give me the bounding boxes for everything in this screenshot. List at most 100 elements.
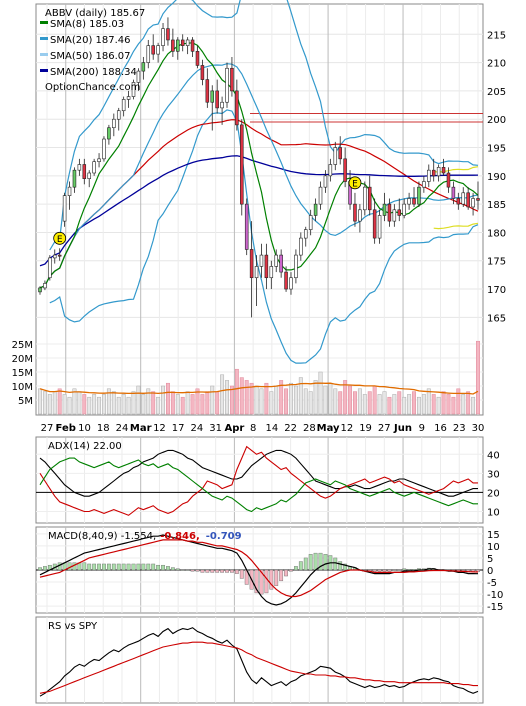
yellow-lower-band [433,222,479,230]
candle-body [67,186,72,196]
candle-body [363,186,367,211]
candle-body [422,181,426,188]
candle-body [377,215,382,239]
volume-tick-label: 10M [12,382,33,393]
macd-histogram-bar [234,569,239,574]
volume-bar [180,396,185,415]
macd-histogram-bar [274,569,279,586]
candle-body [161,28,165,46]
volume-bar [456,388,461,415]
candle-body [225,67,229,103]
moving-average-lines [39,0,479,364]
volume-bar [298,377,303,415]
adx-tick-label: 20 [487,488,500,499]
candle-body [141,62,146,72]
volume-bar [97,396,102,415]
candle-body [62,195,67,222]
volume-bar [220,374,225,415]
price-legend: ABBV (daily) 185.67 SMA(8) 185.03 SMA(20… [40,8,145,93]
volume-bar [421,394,426,415]
macd-histogram-bar [402,568,407,571]
candle-body [82,164,87,179]
volume-bar [215,391,220,415]
candle-body [471,198,475,208]
volume-bar [225,380,229,415]
macd-histogram-bar [225,569,229,573]
candle-body [102,138,106,160]
macd-tick-label: -5 [487,578,497,589]
volume-bar [387,396,392,415]
candle-body [466,192,470,208]
volume-bar [318,371,323,415]
candle-body [121,99,126,112]
volume-bar [426,388,431,415]
volume-bar [259,388,264,415]
volume-bar [166,382,170,415]
macd-histogram-bar [254,569,259,594]
candle-body [289,277,293,290]
volume-tick-label: 20M [12,354,33,365]
candle-body [367,186,372,211]
candle-body [136,70,141,83]
candle-body [412,198,416,205]
volume-bar [308,391,313,415]
candle-body [264,254,269,279]
volume-tick-label: 5M [18,396,33,407]
volume-bar [436,396,441,415]
price-tick-label: 205 [487,87,506,98]
watermark: OptionChance.com [45,82,140,93]
volume-bar [62,394,67,415]
volume-bar [407,394,412,415]
macd-histogram-bar [298,561,303,571]
volume-bar [126,396,131,415]
legend-swatch-sma8 [40,21,48,24]
candle-body [97,158,101,162]
candle-body [53,254,57,259]
candle-body [180,39,185,46]
candle-body [338,147,342,160]
macd-histogram-bar [156,564,161,571]
date-tick-label: 9 [419,423,425,434]
candle-body [303,229,308,239]
candle-body [427,169,431,182]
macd-tick-label: -10 [487,590,503,601]
volume-bar [382,391,387,415]
price-panel [35,3,484,416]
candle-body [436,167,441,177]
macd-histogram-bar [308,554,313,571]
candle-body [358,209,362,222]
adx-tick-label: 40 [487,450,500,461]
rs-panel [35,616,484,704]
candle-body [205,79,210,103]
legend-sma200: SMA(200) 188.34 [50,67,137,78]
date-tick-label: 28 [303,423,316,434]
volume-bar [42,391,47,415]
macd-histogram-bar [294,566,298,571]
macd-histogram-bar [111,563,116,571]
macd-histogram-bar [269,569,274,590]
macd-histogram-bar [259,569,264,595]
date-tick-label: 17 [172,423,185,434]
earnings-marker-label: E [352,179,358,189]
price-candles [38,17,480,318]
volume-bar [392,394,397,415]
macd-histogram-bar [166,566,170,571]
candle-body [240,124,244,205]
candle-body [318,186,323,205]
candle-body [215,90,219,109]
candle-body [43,283,47,289]
candle-body [235,90,239,126]
candle-body [116,110,121,120]
axis-labels: 1651701751801851901952002052102155M10M15… [12,30,506,613]
volume-bar [175,394,180,415]
volume-bar [269,391,274,415]
macd-tick-label: 5 [487,554,493,565]
volume-bar [357,388,362,415]
volume-bar [328,382,333,415]
candle-body [156,45,160,55]
macd-histogram-bar [43,566,47,571]
date-tick-label: 31 [209,423,222,434]
volume-bar [205,391,210,415]
macd-histogram-bar [323,554,328,571]
volume-bar [416,396,421,415]
